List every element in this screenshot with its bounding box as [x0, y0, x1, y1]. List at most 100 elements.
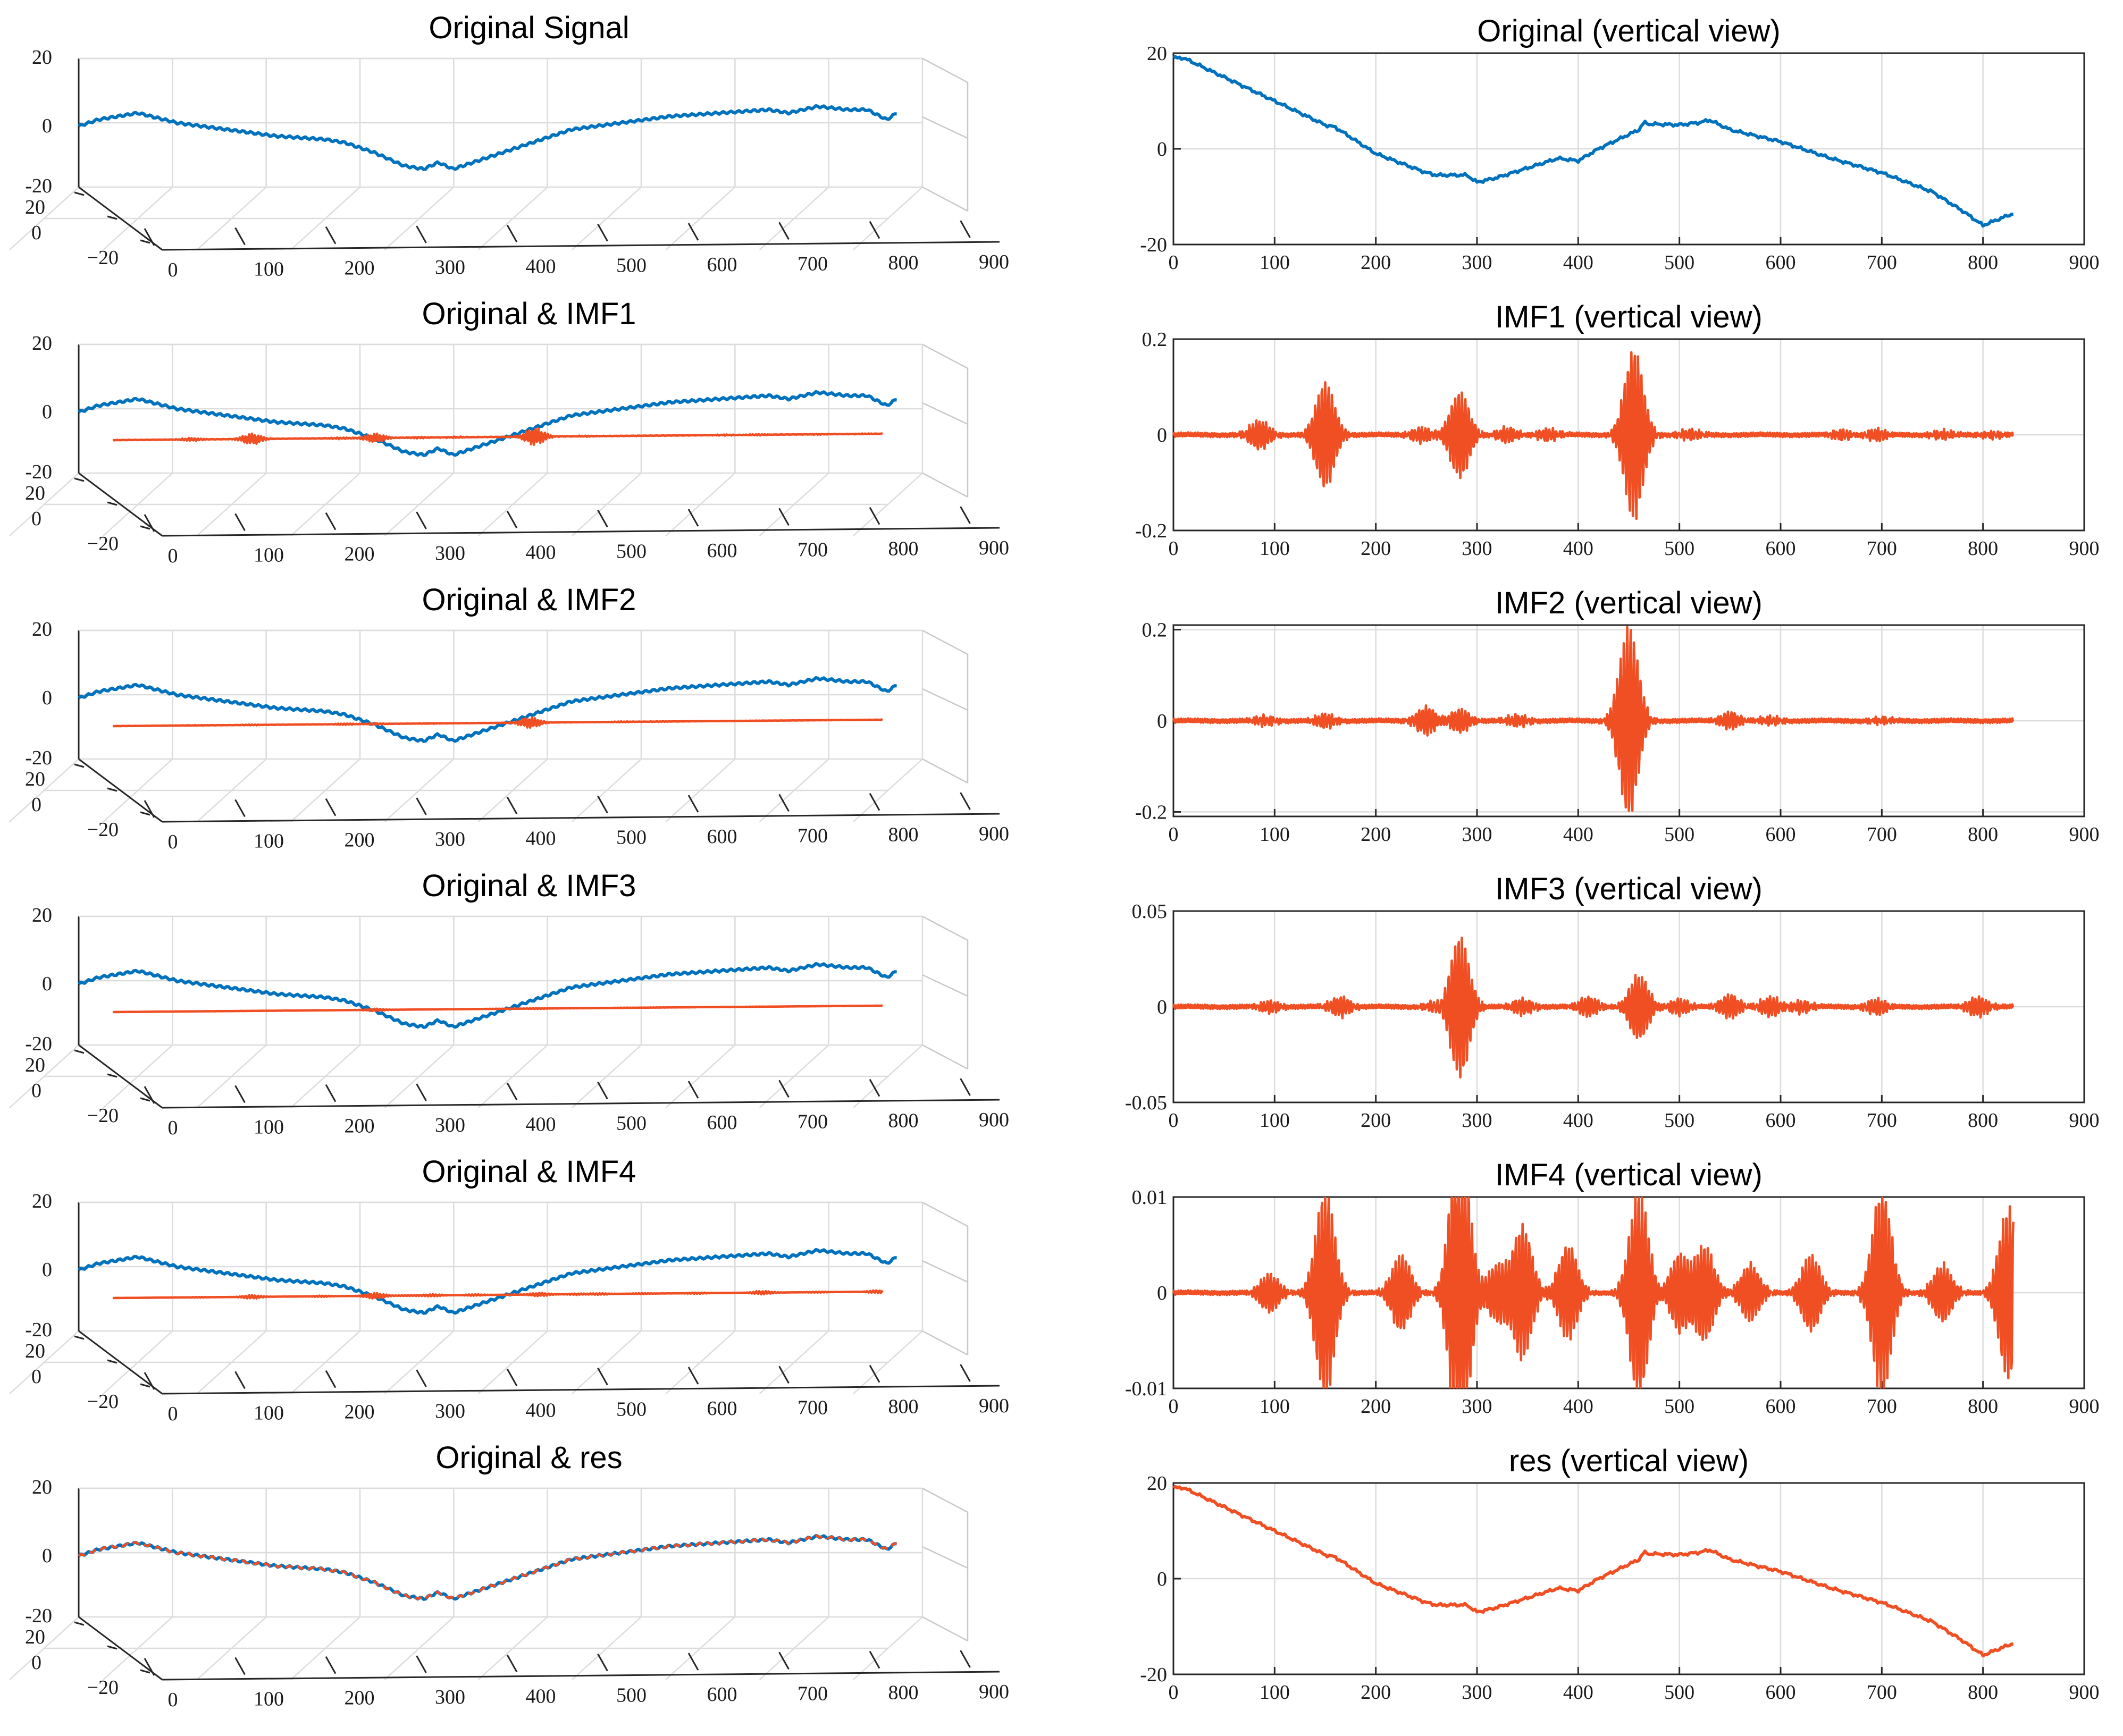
y-tick-label: 20: [25, 1626, 45, 1648]
x-tick-label: 500: [616, 255, 647, 277]
x-tick: [869, 1650, 880, 1669]
y-tick-label: -20: [1140, 234, 1167, 256]
y-tick-label: 0.05: [1132, 900, 1168, 923]
x-tick-label: 900: [979, 1681, 1009, 1703]
series-original-3d: [77, 390, 897, 457]
y-tick: [107, 215, 118, 220]
x-tick-label: 0: [168, 545, 178, 567]
x-tick-label: 200: [345, 1687, 375, 1709]
y-tick-label: 0: [31, 1366, 41, 1388]
x-tick-label: 400: [526, 255, 556, 277]
y-tick-label: -0.2: [1135, 801, 1167, 823]
x-tick-label: 700: [798, 252, 828, 275]
panel-vertical-3: 0 100 200 300 400 500 600 700 800 9000.20-0.2IMF1…: [1135, 300, 2100, 560]
series-imf2-3d: [112, 716, 883, 729]
x-tick-label: 600: [1766, 537, 1796, 560]
x-tick-label: 0: [168, 259, 178, 281]
y-tick-label: 20: [25, 482, 45, 504]
y-tick: [107, 1073, 118, 1078]
chart-title: Original & IMF2: [422, 583, 636, 617]
y-tick: [74, 477, 85, 482]
x-tick-label: 200: [1361, 1681, 1391, 1704]
x-tick-label: 900: [2069, 537, 2100, 560]
y-tick: [74, 1621, 85, 1626]
z-tick-label: 20: [32, 46, 52, 69]
series-imf4-3d: [112, 1289, 884, 1300]
series-imf3-line: [1172, 937, 2015, 1079]
y-tick-label: 0: [31, 508, 41, 530]
x-tick-label: 400: [1563, 1395, 1593, 1418]
x-tick: [416, 797, 427, 815]
x-tick-label: 600: [707, 1111, 737, 1134]
x-tick: [416, 1655, 427, 1673]
x-tick-label: 700: [798, 1396, 828, 1419]
x-tick-label: 0: [1169, 537, 1179, 560]
x-tick-label: 100: [1260, 823, 1290, 846]
box-edge: [922, 688, 968, 711]
x-tick-label: 300: [1462, 1109, 1492, 1132]
box-edge: [922, 1546, 968, 1569]
chart-title: IMF1 (vertical view): [1495, 300, 1763, 334]
x-tick-label: 600: [707, 254, 737, 276]
x-tick-label: 400: [526, 1685, 556, 1707]
x-tick: [687, 1367, 699, 1385]
chart-title: IMF3 (vertical view): [1495, 872, 1763, 906]
x-axis: [162, 1099, 1000, 1109]
panel-3d-2: 0 100 200 300 400 500 600 700 800 900200-20200−20…: [9, 297, 1009, 567]
x-tick: [960, 1650, 971, 1668]
x-tick: [325, 512, 337, 530]
box-edge: [922, 186, 968, 212]
x-tick-label: 100: [254, 830, 284, 852]
x-tick: [416, 1369, 427, 1387]
y-tick: [107, 501, 118, 506]
x-tick-label: 200: [1361, 823, 1391, 846]
x-tick-label: 400: [1563, 537, 1593, 560]
series-original-3d: [77, 1248, 897, 1315]
x-tick-label: 0: [168, 1689, 178, 1711]
x-tick-label: 0: [168, 1403, 178, 1425]
x-tick: [325, 226, 337, 245]
x-tick: [144, 1658, 155, 1676]
y-tick-label: 0.2: [1142, 328, 1168, 351]
y-tick: [74, 191, 85, 196]
x-tick-label: 0: [1169, 1395, 1179, 1418]
x-tick-label: 800: [888, 1682, 919, 1704]
x-tick-label: 900: [979, 1109, 1009, 1131]
x-tick-label: 0: [1169, 1681, 1179, 1704]
y-tick-label: 0: [1157, 710, 1167, 732]
x-tick-label: 500: [1664, 537, 1694, 560]
chart-title: Original Signal: [429, 11, 629, 45]
x-tick: [778, 794, 790, 812]
x-tick-label: 400: [1563, 251, 1593, 274]
x-tick: [778, 222, 790, 240]
y-tick-label: 20: [25, 196, 45, 218]
y-tick-label: −20: [87, 533, 119, 555]
y-tick: [107, 1359, 118, 1364]
box-edge: [922, 1044, 968, 1070]
x-tick-label: 300: [1462, 1681, 1492, 1704]
z-tick-label: 0: [42, 973, 52, 995]
y-axis: [78, 1330, 163, 1395]
panel-3d-4: 0 100 200 300 400 500 600 700 800 900200-20200−20…: [9, 583, 1009, 853]
x-tick-label: 200: [345, 1115, 375, 1137]
x-tick-label: 200: [1361, 537, 1391, 560]
x-tick-label: 600: [707, 1397, 737, 1420]
y-tick: [107, 787, 118, 792]
x-tick-label: 0: [168, 831, 178, 853]
box-edge: [922, 629, 968, 655]
y-tick-label: 0: [31, 794, 41, 816]
panel-3d-8: 0 100 200 300 400 500 600 700 800 900200-20200−20…: [9, 1154, 1009, 1425]
x-tick: [597, 1653, 608, 1672]
x-tick-label: 200: [1361, 251, 1391, 274]
x-tick: [416, 511, 427, 529]
x-tick: [778, 1651, 790, 1670]
x-tick: [960, 506, 971, 524]
x-tick: [687, 1653, 699, 1671]
y-tick: [74, 763, 85, 768]
x-tick-label: 600: [707, 540, 737, 562]
panel-3d-0: 0 100 200 300 400 500 600 700 800 900200-20200−20…: [9, 11, 1009, 281]
y-tick-label: 20: [25, 1054, 45, 1076]
x-tick-label: 400: [526, 1113, 556, 1135]
y-tick: [140, 525, 150, 530]
